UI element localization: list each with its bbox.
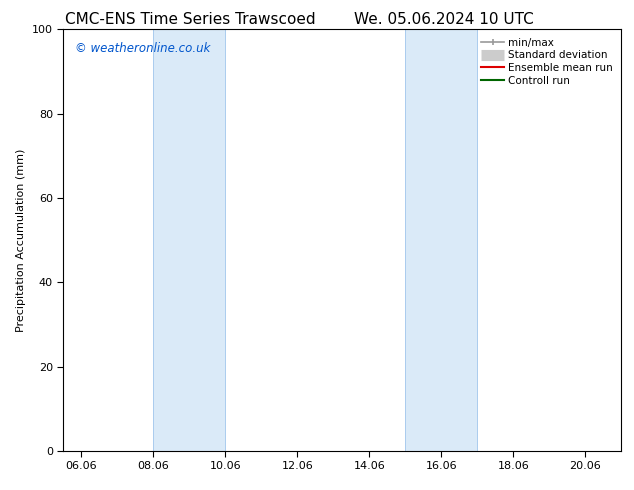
Legend: min/max, Standard deviation, Ensemble mean run, Controll run: min/max, Standard deviation, Ensemble me… (478, 35, 616, 89)
Text: CMC-ENS Time Series Trawscoed: CMC-ENS Time Series Trawscoed (65, 12, 316, 27)
Y-axis label: Precipitation Accumulation (mm): Precipitation Accumulation (mm) (16, 148, 27, 332)
Text: We. 05.06.2024 10 UTC: We. 05.06.2024 10 UTC (354, 12, 534, 27)
Bar (153, 29, 225, 451)
Text: © weatheronline.co.uk: © weatheronline.co.uk (75, 42, 210, 55)
Bar (405, 29, 477, 451)
